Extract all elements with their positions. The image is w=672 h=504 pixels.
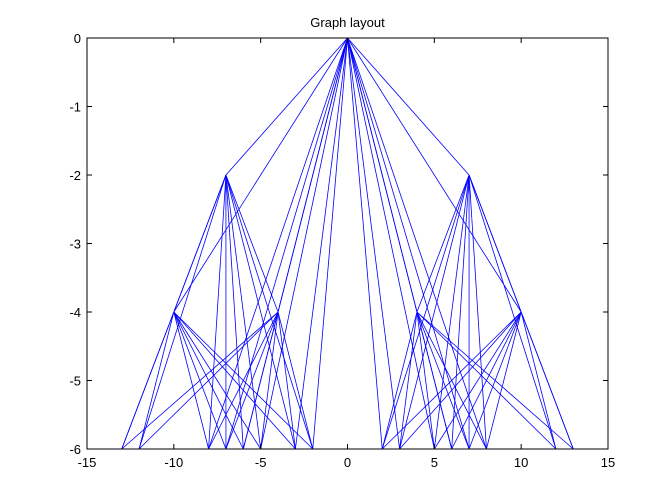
graph-edge <box>225 37 348 176</box>
graph-edge <box>416 311 453 450</box>
y-tick-label: -1 <box>69 100 81 115</box>
graph-edge <box>225 37 348 450</box>
graph-edge <box>173 311 262 450</box>
y-tick-label: -5 <box>69 374 81 389</box>
graph-edge <box>468 311 522 450</box>
graph-edge <box>520 311 557 450</box>
axis-ticks <box>86 37 609 450</box>
graph-edge <box>416 311 470 450</box>
graph-edge <box>277 311 296 450</box>
graph-edge <box>173 311 296 450</box>
graph-edge <box>347 37 470 450</box>
y-tick-label: -2 <box>69 168 81 183</box>
graph-edge <box>347 37 487 450</box>
chart-title: Graph layout <box>310 15 385 30</box>
graph-edge <box>225 174 314 450</box>
y-tick-label: -3 <box>69 237 81 252</box>
graph-edge <box>121 311 175 450</box>
graph-edge <box>208 311 279 450</box>
graph-edges <box>121 37 574 450</box>
graph-edge <box>433 311 522 450</box>
graph-edge <box>260 37 348 450</box>
graph-edge <box>225 174 296 450</box>
graph-edge <box>416 174 470 313</box>
graph-edge <box>225 174 244 450</box>
graph-edge <box>468 174 557 450</box>
graph-edge <box>138 174 227 450</box>
graph-edge <box>225 174 279 313</box>
y-tick-label: -6 <box>69 442 81 457</box>
graph-edge <box>173 37 348 313</box>
y-tick-label: 0 <box>74 31 81 46</box>
graph-edge <box>138 311 175 450</box>
graph-edge <box>121 311 279 450</box>
graph-edge <box>486 311 522 450</box>
graph-edge <box>381 311 418 450</box>
x-tick-label: 0 <box>344 455 351 470</box>
x-tick-label: -10 <box>164 455 183 470</box>
graph-edge <box>451 174 470 450</box>
x-tick-label: 15 <box>601 455 615 470</box>
graph-edge <box>260 311 279 450</box>
graph-edge <box>295 37 348 450</box>
graph-edge <box>451 311 522 450</box>
graph-edge <box>312 37 348 450</box>
graph-edge <box>381 174 470 450</box>
x-tick-label: -15 <box>78 455 97 470</box>
x-tick-label: 10 <box>514 455 528 470</box>
graph-edge <box>173 311 209 450</box>
graph-edge <box>399 311 522 450</box>
graph-edge <box>208 37 348 450</box>
graph-edge <box>347 37 470 176</box>
y-tick-label: -4 <box>69 305 81 320</box>
graph-edge <box>468 174 487 450</box>
graph-edge <box>138 311 279 450</box>
graph-edge <box>399 174 470 450</box>
graph-edge <box>242 311 279 450</box>
graph-edge <box>347 37 400 450</box>
x-tick-label: -5 <box>255 455 267 470</box>
graph-edge <box>347 37 383 450</box>
graph-edge <box>208 174 227 450</box>
graph-edge <box>520 311 574 450</box>
graph-edge <box>416 311 435 450</box>
x-tick-label: 5 <box>431 455 438 470</box>
graph-edge <box>381 311 522 450</box>
graph-edge <box>347 37 522 313</box>
axes-background <box>87 38 608 449</box>
axis-tick-labels: -15 -10 -5 0 5 10 15 0 -1 -2 -3 -4 -5 -6 <box>69 31 615 470</box>
graph-edge <box>399 311 418 450</box>
graph-edge <box>277 311 314 450</box>
graph-edge <box>347 37 435 450</box>
graph-edge <box>225 311 279 450</box>
